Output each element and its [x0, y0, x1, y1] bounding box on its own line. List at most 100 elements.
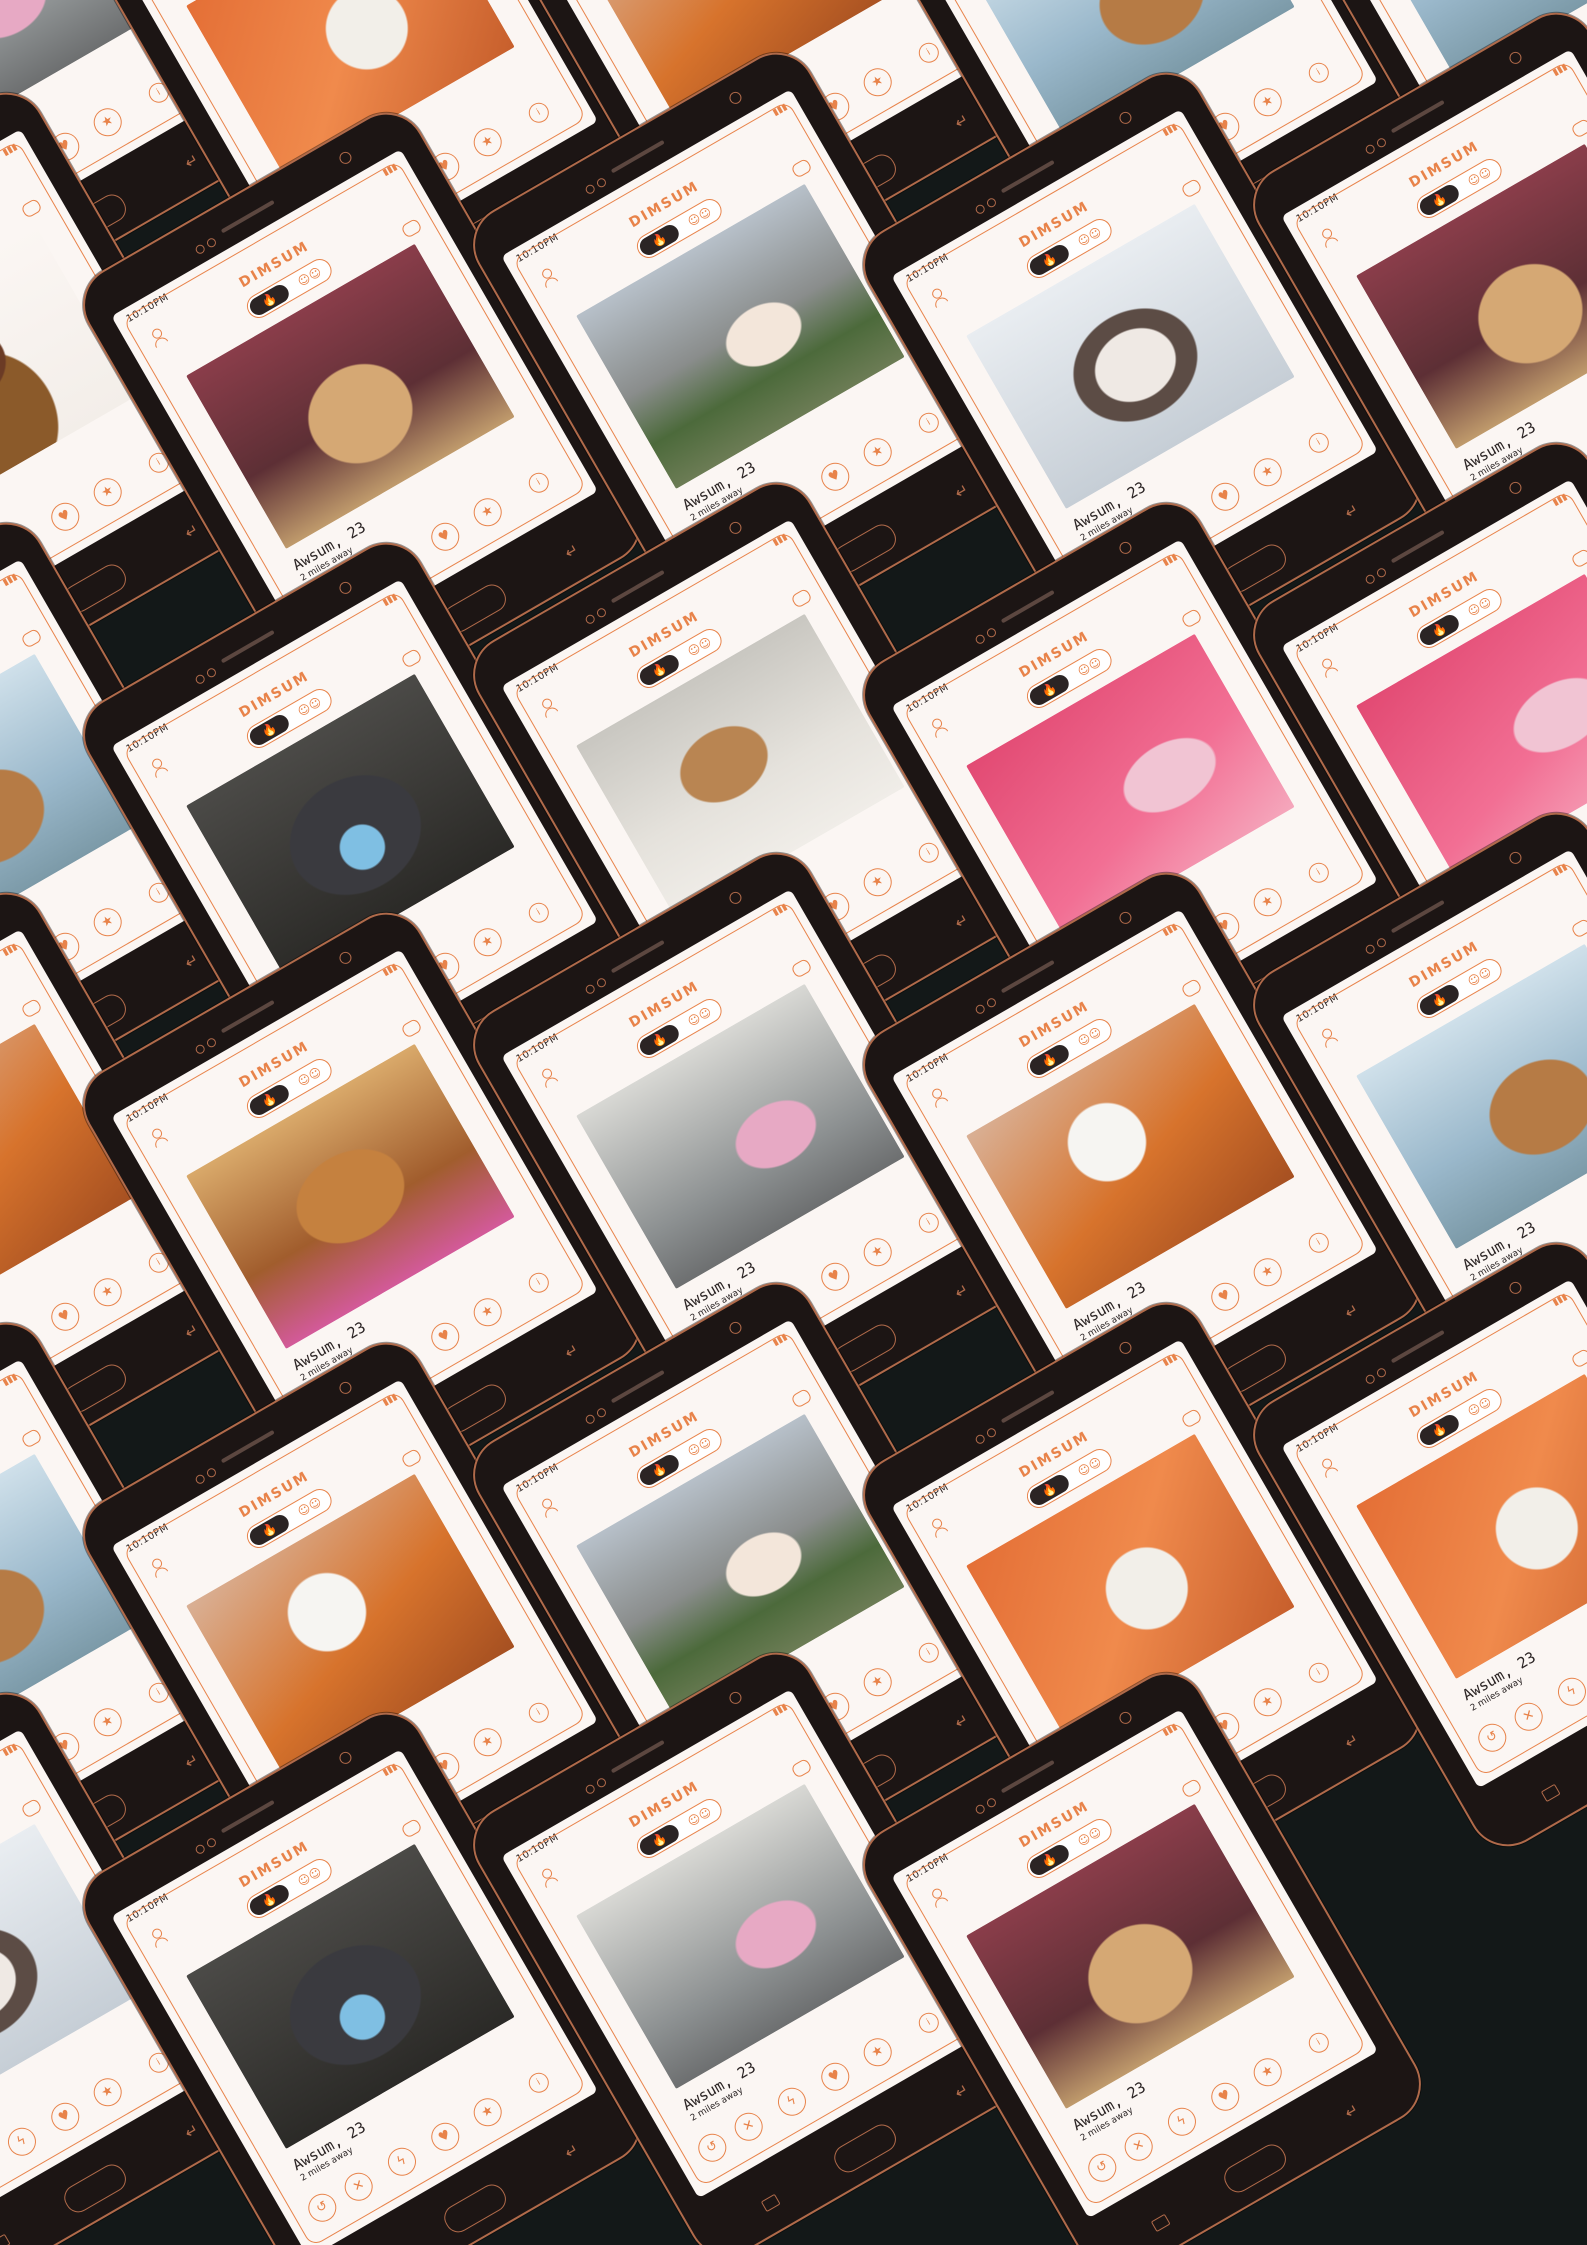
star-icon[interactable]: ★	[468, 923, 507, 962]
back-icon[interactable]: ↵	[951, 2079, 973, 2103]
home-button[interactable]	[829, 2119, 901, 2178]
heart-icon[interactable]: ♥	[1205, 477, 1245, 517]
heart-icon[interactable]: ♥	[1205, 1277, 1245, 1317]
chat-icon[interactable]	[1570, 547, 1587, 569]
rewind-icon[interactable]: ↺	[693, 2128, 732, 2167]
info-icon[interactable]: i	[525, 1699, 553, 1727]
heart-icon[interactable]: ♥	[815, 1257, 855, 1297]
info-icon[interactable]: i	[525, 99, 553, 127]
info-icon[interactable]: i	[1305, 429, 1333, 457]
heart-icon[interactable]: ♥	[45, 1297, 85, 1337]
info-icon[interactable]: i	[915, 1209, 943, 1237]
info-icon[interactable]: i	[1305, 1659, 1333, 1687]
heart-icon[interactable]: ♥	[45, 2097, 85, 2137]
star-icon[interactable]: ★	[468, 493, 507, 532]
info-icon[interactable]: i	[525, 2069, 553, 2097]
chat-icon[interactable]	[400, 1817, 423, 1839]
heart-icon[interactable]: ♥	[425, 1317, 465, 1357]
heart-icon[interactable]: ♥	[425, 517, 465, 557]
back-icon[interactable]: ↵	[1341, 499, 1363, 523]
close-icon[interactable]: ✕	[1119, 2127, 1159, 2166]
chat-icon[interactable]	[790, 157, 813, 179]
star-icon[interactable]: ★	[1248, 453, 1287, 492]
back-icon[interactable]: ↵	[561, 539, 583, 563]
info-icon[interactable]: i	[915, 2009, 943, 2037]
back-icon[interactable]: ↵	[951, 479, 973, 503]
info-icon[interactable]: i	[1305, 859, 1333, 887]
chat-icon[interactable]	[20, 997, 43, 1019]
info-icon[interactable]: i	[525, 469, 553, 497]
heart-icon[interactable]: ♥	[815, 2057, 855, 2097]
star-icon[interactable]: ★	[468, 123, 507, 162]
info-icon[interactable]: i	[1305, 1229, 1333, 1257]
chat-icon[interactable]	[20, 197, 43, 219]
info-icon[interactable]: i	[915, 409, 943, 437]
chat-icon[interactable]	[400, 217, 423, 239]
star-icon[interactable]: ★	[88, 1273, 127, 1312]
info-icon[interactable]: i	[525, 1269, 553, 1297]
bolt-icon[interactable]: ϟ	[772, 2082, 812, 2121]
rewind-icon[interactable]: ↺	[303, 2188, 342, 2227]
chat-icon[interactable]	[1570, 1347, 1587, 1369]
star-icon[interactable]: ★	[1248, 1253, 1287, 1292]
star-icon[interactable]: ★	[1248, 2053, 1287, 2092]
back-icon[interactable]: ↵	[181, 1319, 203, 1343]
chat-icon[interactable]	[1180, 1407, 1203, 1429]
info-icon[interactable]: i	[1305, 2029, 1333, 2057]
chat-icon[interactable]	[20, 1427, 43, 1449]
heart-icon[interactable]: ♥	[425, 2117, 465, 2157]
recent-apps-icon[interactable]	[760, 2193, 781, 2213]
recent-apps-icon[interactable]	[0, 2233, 11, 2245]
info-icon[interactable]: i	[1305, 59, 1333, 87]
back-icon[interactable]: ↵	[951, 909, 973, 933]
back-icon[interactable]: ↵	[561, 1339, 583, 1363]
star-icon[interactable]: ★	[468, 1723, 507, 1762]
star-icon[interactable]: ★	[468, 2093, 507, 2132]
chat-icon[interactable]	[1180, 1777, 1203, 1799]
back-icon[interactable]: ↵	[561, 2139, 583, 2163]
star-icon[interactable]: ★	[88, 2073, 127, 2112]
chat-icon[interactable]	[1570, 917, 1587, 939]
close-icon[interactable]: ✕	[339, 2167, 379, 2206]
rewind-icon[interactable]: ↺	[1473, 1718, 1512, 1757]
star-icon[interactable]: ★	[88, 903, 127, 942]
info-icon[interactable]: i	[915, 839, 943, 867]
close-icon[interactable]: ✕	[729, 2107, 769, 2146]
back-icon[interactable]: ↵	[951, 109, 973, 133]
back-icon[interactable]: ↵	[1341, 1729, 1363, 1753]
star-icon[interactable]: ★	[88, 1703, 127, 1742]
info-icon[interactable]: i	[915, 39, 943, 67]
chat-icon[interactable]	[400, 647, 423, 669]
close-icon[interactable]: ✕	[1509, 1697, 1549, 1736]
chat-icon[interactable]	[400, 1447, 423, 1469]
chat-icon[interactable]	[790, 1387, 813, 1409]
home-button[interactable]	[59, 2159, 131, 2218]
chat-icon[interactable]	[1570, 117, 1587, 139]
back-icon[interactable]: ↵	[181, 2119, 203, 2143]
star-icon[interactable]: ★	[1248, 1683, 1287, 1722]
chat-icon[interactable]	[20, 627, 43, 649]
home-button[interactable]	[439, 2179, 511, 2238]
recent-apps-icon[interactable]	[1150, 2213, 1171, 2233]
chat-icon[interactable]	[1180, 607, 1203, 629]
chat-icon[interactable]	[1180, 177, 1203, 199]
star-icon[interactable]: ★	[468, 1293, 507, 1332]
star-icon[interactable]: ★	[858, 1233, 897, 1272]
heart-icon[interactable]: ♥	[815, 457, 855, 497]
back-icon[interactable]: ↵	[181, 949, 203, 973]
star-icon[interactable]: ★	[88, 473, 127, 512]
star-icon[interactable]: ★	[88, 103, 127, 142]
chat-icon[interactable]	[790, 587, 813, 609]
back-icon[interactable]: ↵	[1341, 2099, 1363, 2123]
star-icon[interactable]: ★	[858, 433, 897, 472]
bolt-icon[interactable]: ϟ	[1552, 1672, 1587, 1711]
back-icon[interactable]: ↵	[951, 1279, 973, 1303]
heart-icon[interactable]: ♥	[1205, 2077, 1245, 2117]
chat-icon[interactable]	[1180, 977, 1203, 999]
back-icon[interactable]: ↵	[1341, 1299, 1363, 1323]
bolt-icon[interactable]: ϟ	[2, 2122, 42, 2161]
rewind-icon[interactable]: ↺	[1083, 2148, 1122, 2187]
bolt-icon[interactable]: ϟ	[1162, 2102, 1202, 2141]
info-icon[interactable]: i	[525, 899, 553, 927]
chat-icon[interactable]	[400, 1017, 423, 1039]
